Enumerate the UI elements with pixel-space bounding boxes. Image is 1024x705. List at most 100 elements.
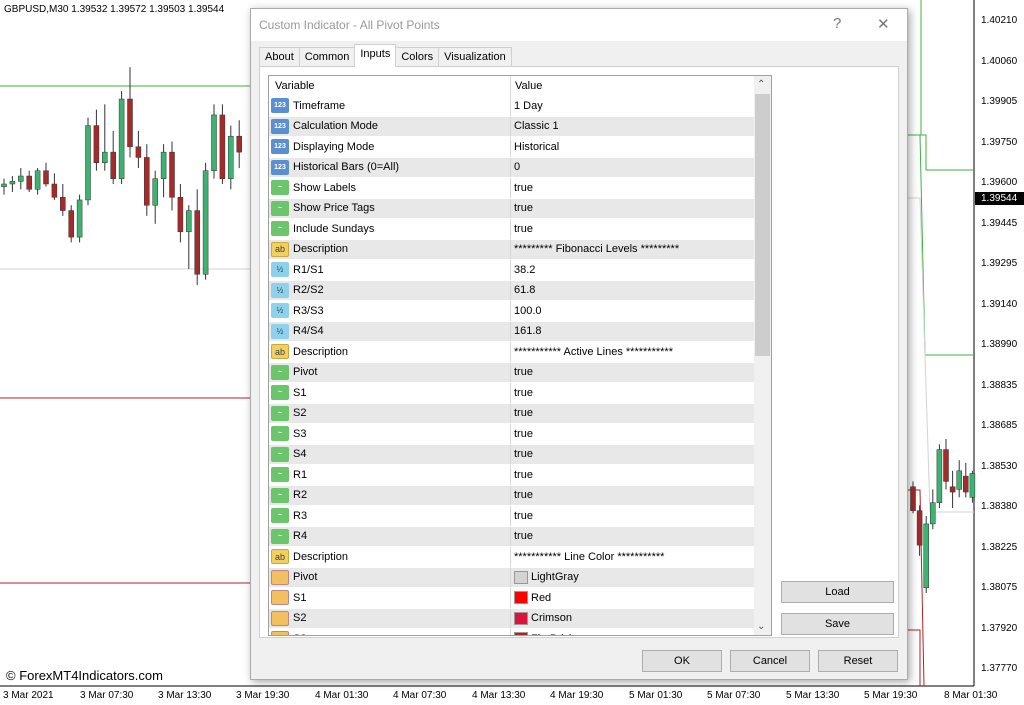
table-row[interactable]: ½ R3/S3 100.0 xyxy=(269,301,771,322)
value-cell[interactable]: true xyxy=(511,363,771,383)
scroll-up-icon[interactable]: ⌃ xyxy=(757,79,766,90)
table-row[interactable]: ~ S1 true xyxy=(269,383,771,404)
bearish-candle xyxy=(194,210,200,275)
value-cell[interactable]: FireBrick xyxy=(511,629,771,635)
tab-inputs[interactable]: Inputs xyxy=(354,44,397,67)
color-icon xyxy=(271,569,289,585)
price-axis-label: 1.39445 xyxy=(981,217,1018,229)
value-cell[interactable]: true xyxy=(511,506,771,526)
table-row[interactable]: ~ R3 true xyxy=(269,506,771,527)
table-row[interactable]: ab Description *********** Active Lines **… xyxy=(269,342,771,363)
load-button[interactable]: Load xyxy=(781,581,894,603)
value-cell[interactable]: true xyxy=(511,404,771,424)
table-row[interactable]: ~ S2 true xyxy=(269,403,771,424)
table-row[interactable]: 123 Historical Bars (0=All) 0 xyxy=(269,157,771,178)
bearish-candle xyxy=(943,449,949,482)
vertical-scrollbar[interactable]: ⌃ ⌄ xyxy=(754,76,771,635)
tab-common[interactable]: Common xyxy=(298,47,356,67)
value-cell[interactable]: true xyxy=(511,445,771,465)
boolean-icon: ~ xyxy=(271,180,289,196)
value-cell[interactable]: true xyxy=(511,219,771,239)
value-text: true xyxy=(514,407,533,420)
table-row[interactable]: ~ Show Labels true xyxy=(269,178,771,199)
value-cell[interactable]: true xyxy=(511,199,771,219)
value-cell[interactable]: Classic 1 xyxy=(511,117,771,137)
bearish-candle xyxy=(60,197,66,211)
value-cell[interactable]: Crimson xyxy=(511,609,771,629)
scroll-down-icon[interactable]: ⌄ xyxy=(757,621,766,632)
table-row[interactable]: ½ R1/S1 38.2 xyxy=(269,260,771,281)
tab-about[interactable]: About xyxy=(259,47,300,67)
table-row[interactable]: ½ R2/S2 61.8 xyxy=(269,280,771,301)
bearish-candle xyxy=(169,151,175,198)
table-row[interactable]: S3 FireBrick xyxy=(269,629,771,635)
table-row[interactable]: ½ R4/S4 161.8 xyxy=(269,321,771,342)
table-row[interactable]: ~ Show Price Tags true xyxy=(269,198,771,219)
time-axis-label: 3 Mar 19:30 xyxy=(236,690,290,701)
table-row[interactable]: S2 Crimson xyxy=(269,608,771,629)
color-icon xyxy=(271,631,289,635)
value-cell[interactable]: true xyxy=(511,178,771,198)
reset-button[interactable]: Reset xyxy=(818,650,898,672)
value-cell[interactable]: *********** Active Lines *********** xyxy=(511,342,771,362)
table-row[interactable]: ~ S4 true xyxy=(269,444,771,465)
resistance-line xyxy=(908,134,974,356)
scrollbar-thumb[interactable] xyxy=(755,94,770,356)
tab-visualization[interactable]: Visualization xyxy=(438,47,512,67)
table-row[interactable]: 123 Displaying Mode Historical xyxy=(269,137,771,158)
value-text: true xyxy=(514,181,533,194)
variable-name: S4 xyxy=(293,448,307,461)
cancel-button[interactable]: Cancel xyxy=(730,650,810,672)
table-row[interactable]: ab Description *********** Line Color ****… xyxy=(269,547,771,568)
inputs-panel: Variable Value 123 Timeframe 1 Day 123 Calcu… xyxy=(259,66,899,638)
table-row[interactable]: S1 Red xyxy=(269,588,771,609)
value-cell[interactable]: 0 xyxy=(511,158,771,178)
value-cell[interactable]: *********** Line Color *********** xyxy=(511,547,771,567)
table-row[interactable]: Pivot LightGray xyxy=(269,567,771,588)
ok-button[interactable]: OK xyxy=(642,650,722,672)
close-button[interactable]: ✕ xyxy=(877,16,890,33)
value-cell[interactable]: true xyxy=(511,465,771,485)
value-cell[interactable]: Red xyxy=(511,588,771,608)
tab-colors[interactable]: Colors xyxy=(395,47,440,67)
table-row[interactable]: ~ Include Sundays true xyxy=(269,219,771,240)
help-button[interactable]: ? xyxy=(833,15,842,32)
value-cell[interactable]: Historical xyxy=(511,137,771,157)
value-cell[interactable]: 100.0 xyxy=(511,301,771,321)
variable-cell: ~ Show Price Tags xyxy=(269,198,511,218)
variable-cell: ab Description xyxy=(269,239,511,259)
support-line xyxy=(908,629,921,686)
table-row[interactable]: ~ R4 true xyxy=(269,526,771,547)
value-cell[interactable]: true xyxy=(511,486,771,506)
value-cell[interactable]: 38.2 xyxy=(511,260,771,280)
value-text: FireBrick xyxy=(531,633,574,635)
value-cell[interactable]: 1 Day xyxy=(511,96,771,116)
variable-cell: ½ R3/S3 xyxy=(269,301,511,321)
value-cell[interactable]: true xyxy=(511,383,771,403)
price-axis-label: 1.38225 xyxy=(981,541,1018,553)
value-cell[interactable]: true xyxy=(511,527,771,547)
value-cell[interactable]: true xyxy=(511,424,771,444)
bearish-candle xyxy=(144,157,150,206)
variable-name: R3 xyxy=(293,509,308,522)
table-row[interactable]: ~ R2 true xyxy=(269,485,771,506)
string-icon: ab xyxy=(271,344,289,360)
save-button[interactable]: Save xyxy=(781,613,894,635)
time-axis-label: 5 Mar 01:30 xyxy=(629,690,683,701)
variable-name: S3 xyxy=(293,633,306,635)
table-row[interactable]: ab Description ********* Fibonacci Levels … xyxy=(269,239,771,260)
bearish-candle xyxy=(51,183,58,198)
table-row[interactable]: ~ S3 true xyxy=(269,424,771,445)
table-row[interactable]: 123 Timeframe 1 Day xyxy=(269,96,771,117)
value-cell[interactable]: 161.8 xyxy=(511,322,771,342)
value-cell[interactable]: LightGray xyxy=(511,568,771,588)
value-cell[interactable]: ********* Fibonacci Levels ********* xyxy=(511,240,771,260)
value-cell[interactable]: 61.8 xyxy=(511,281,771,301)
variable-cell: ½ R4/S4 xyxy=(269,321,511,341)
table-row[interactable]: 123 Calculation Mode Classic 1 xyxy=(269,116,771,137)
value-text: true xyxy=(514,448,533,461)
variable-cell: ~ S3 xyxy=(269,424,511,444)
table-row[interactable]: ~ R1 true xyxy=(269,465,771,486)
table-row[interactable]: ~ Pivot true xyxy=(269,362,771,383)
